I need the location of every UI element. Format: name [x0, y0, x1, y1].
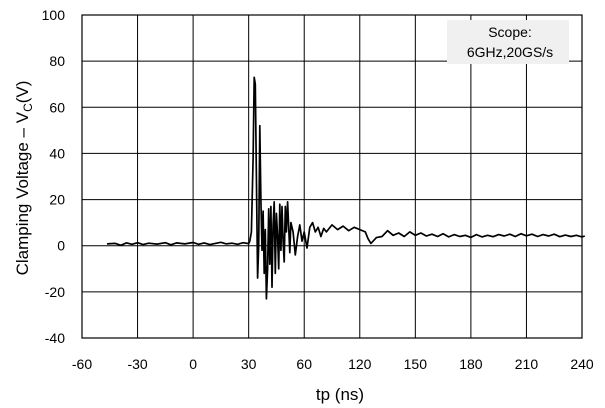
y-tick-label: 0 — [57, 238, 65, 254]
y-axis-title-unit: (V) — [13, 81, 32, 104]
annotation-box: Scope: 6GHz,20GS/s — [447, 20, 569, 64]
y-tick-label: 100 — [42, 7, 66, 23]
x-tick-label: -30 — [127, 356, 147, 372]
y-tick-label: 80 — [49, 53, 65, 69]
x-tick-labels: -60 -30 0 30 60 120 150 180 210 240 — [72, 356, 594, 372]
plot-frame — [81, 14, 583, 339]
series-line — [106, 76, 586, 300]
x-tick-label: 180 — [459, 356, 483, 372]
annotation-line-1: Scope: — [488, 24, 532, 40]
y-tick-label: -20 — [45, 284, 65, 300]
y-axis-title-subscript: C — [21, 103, 35, 112]
y-tick-label: 20 — [49, 192, 65, 208]
x-tick-label: 0 — [189, 356, 197, 372]
x-tick-label: 240 — [570, 356, 594, 372]
x-tick-label: 60 — [296, 356, 312, 372]
x-tick-label: 150 — [404, 356, 428, 372]
y-tick-label: 60 — [49, 99, 65, 115]
y-axis-title: Clamping Voltage – VC(V) — [13, 81, 35, 276]
x-tick-label: -60 — [72, 356, 92, 372]
y-tick-label: 40 — [49, 145, 65, 161]
y-axis-title-main: Clamping Voltage – V — [13, 111, 32, 275]
y-tick-label: -40 — [45, 330, 65, 346]
x-tick-label: 30 — [241, 356, 257, 372]
x-axis-title: tp (ns) — [316, 385, 364, 404]
annotation-line-2: 6GHz,20GS/s — [467, 44, 553, 60]
y-tick-labels: -40 -20 0 20 40 60 80 100 — [42, 7, 66, 346]
x-tick-label: 120 — [348, 356, 372, 372]
x-tick-label: 210 — [515, 356, 539, 372]
